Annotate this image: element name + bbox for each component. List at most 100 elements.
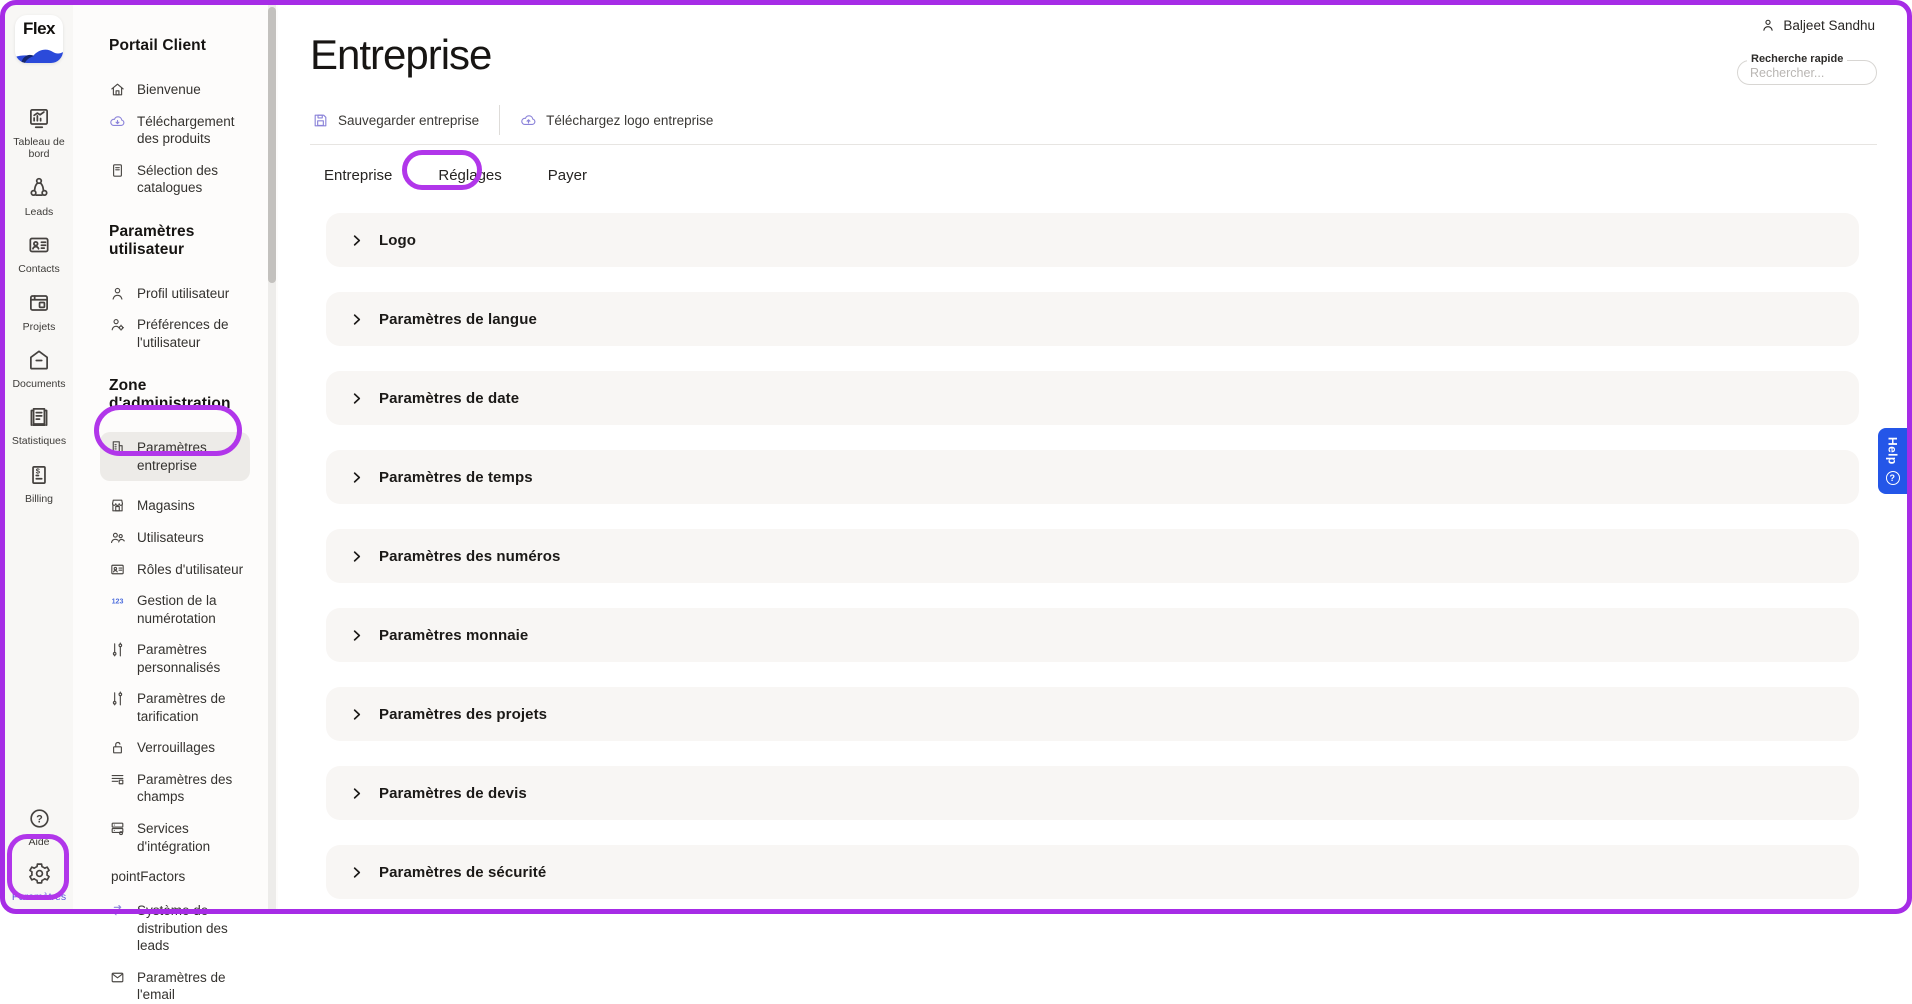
tab-entreprise[interactable]: Entreprise [324,167,393,184]
sidebar-item-parametres-tarification[interactable]: Paramètres de tarification [109,690,250,725]
accordion-parametres-numeros[interactable]: Paramètres des numéros [326,529,1859,583]
accordion-parametres-langue[interactable]: Paramètres de langue [326,292,1859,346]
sidebar-item-gestion-numerotation[interactable]: Gestion de la numérotation [109,592,250,627]
sidebar-item-profil-utilisateur[interactable]: Profil utilisateur [109,285,250,303]
flex-logo-text: Flex [22,19,56,38]
sidebar-subsection-pointfactors[interactable]: pointFactors [111,869,186,885]
rail-item-dashboard[interactable]: Tableau de bord [5,105,73,161]
sidebar-scrollbar-track[interactable] [268,5,276,909]
tab-bar: Entreprise Réglages Payer [324,163,587,188]
rail-item-help[interactable]: Aide [5,806,73,848]
sidebar-item-bienvenue[interactable]: Bienvenue [109,81,250,99]
accordion-parametres-devis[interactable]: Paramètres de devis [326,766,1859,820]
rail-item-billing[interactable]: Billing [5,462,73,505]
sidebar-item-preferences-utilisateur[interactable]: Préférences de l'utilisateur [109,316,250,351]
sidebar-item-roles-utilisateur[interactable]: Rôles d'utilisateur [109,561,250,579]
accordion-logo[interactable]: Logo [326,213,1859,267]
sidebar-item-selection-catalogues[interactable]: Sélection des catalogues [109,162,250,197]
chevron-right-icon [349,233,364,248]
documents-icon [26,347,52,373]
accordion-parametres-date[interactable]: Paramètres de date [326,371,1859,425]
numbering-icon [109,592,126,609]
fields-icon [109,771,126,788]
settings-gear-icon [27,861,52,886]
flex-logo-wave-icon [15,49,63,63]
catalog-icon [109,162,126,179]
quick-search: Recherche rapide [1737,53,1877,85]
help-question-icon: ? [1885,470,1900,485]
billing-icon [26,462,52,488]
sidebar-item-magasins[interactable]: Magasins [109,497,250,515]
integration-icon [109,820,126,837]
tab-reglages[interactable]: Réglages [438,167,502,184]
save-icon [312,112,329,129]
users-icon [109,529,126,546]
upload-logo-button[interactable]: Téléchargez logo entreprise [520,112,713,129]
sidebar-item-parametres-email[interactable]: Paramètres de l'email [109,969,250,1004]
search-input[interactable] [1738,61,1876,84]
chevron-right-icon [349,470,364,485]
chevron-right-icon [349,865,364,880]
help-tab-label: Help [1885,437,1900,465]
actions-divider [499,105,501,135]
help-circle-icon [27,806,52,831]
sidebar-section-zone-administration: Zone d'administration [109,377,231,413]
sidebar-item-parametres-entreprise[interactable]: Paramètres entreprise [100,432,250,482]
user-menu[interactable]: Baljeet Sandhu [1760,17,1875,33]
quick-search-label: Recherche rapide [1747,53,1848,65]
user-preferences-icon [109,316,126,333]
email-icon [109,969,126,986]
dashboard-icon [26,105,52,131]
sidebar-item-parametres-champs[interactable]: Paramètres des champs [109,771,250,806]
leads-icon [26,175,52,201]
rail-item-leads[interactable]: Leads [5,175,73,218]
accordion-parametres-monnaie[interactable]: Paramètres monnaie [326,608,1859,662]
chevron-right-icon [349,628,364,643]
sidebar-item-parametres-personnalises[interactable]: Paramètres personnalisés [109,641,250,676]
sidebar-item-verrouillages[interactable]: Verrouillages [109,739,250,757]
contacts-icon [26,232,52,258]
custom-settings-icon [109,641,126,658]
user-name: Baljeet Sandhu [1783,17,1875,33]
sidebar-item-services-integration[interactable]: Services d'intégration [109,820,250,855]
accordion-parametres-temps[interactable]: Paramètres de temps [326,450,1859,504]
statistics-icon [26,404,52,430]
rail-item-documents[interactable]: Documents [5,347,73,390]
company-icon [109,439,126,456]
rail-item-settings[interactable]: Paramètres [5,861,73,903]
sidebar-scrollbar-thumb[interactable] [268,7,276,283]
flex-logo[interactable]: Flex [15,15,63,63]
distribution-icon [109,902,126,919]
cloud-download-icon [109,113,126,130]
chevron-right-icon [349,786,364,801]
roles-icon [109,561,126,578]
accordion-parametres-securite[interactable]: Paramètres de sécurité [326,845,1859,899]
icon-rail: Flex Tableau de bord Leads Contacts Proj… [5,5,73,909]
help-tab[interactable]: Help ? [1878,428,1907,494]
main-content: Baljeet Sandhu Recherche rapide Entrepri… [278,5,1907,909]
chevron-right-icon [349,549,364,564]
user-avatar-icon [1760,17,1776,33]
rail-item-projects[interactable]: Projets [5,290,73,333]
pricing-icon [109,690,126,707]
store-icon [109,497,126,514]
rail-item-contacts[interactable]: Contacts [5,232,73,275]
user-icon [109,285,126,302]
sidebar-item-telechargement-produits[interactable]: Téléchargement des produits [109,113,250,148]
sidebar-section-portail-client: Portail Client [109,37,206,54]
projects-icon [26,290,52,316]
home-icon [109,81,126,98]
chevron-right-icon [349,391,364,406]
lock-icon [109,739,126,756]
tab-payer[interactable]: Payer [547,167,587,184]
rail-item-statistics[interactable]: Statistiques [5,404,73,447]
page-title: Entreprise [310,31,492,78]
save-company-button[interactable]: Sauvegarder entreprise [312,112,479,129]
sidebar-item-utilisateurs[interactable]: Utilisateurs [109,529,250,547]
sidebar-item-systeme-distribution-leads[interactable]: Système de distribution des leads [109,902,250,955]
sidebar-section-parametres-utilisateur: Paramètres utilisateur [109,222,195,258]
rail-bottom: Aide Paramètres [5,806,73,903]
settings-sidebar: Portail Client Bienvenue Téléchargement … [73,5,278,1002]
cloud-upload-icon [520,112,537,129]
accordion-parametres-projets[interactable]: Paramètres des projets [326,687,1859,741]
